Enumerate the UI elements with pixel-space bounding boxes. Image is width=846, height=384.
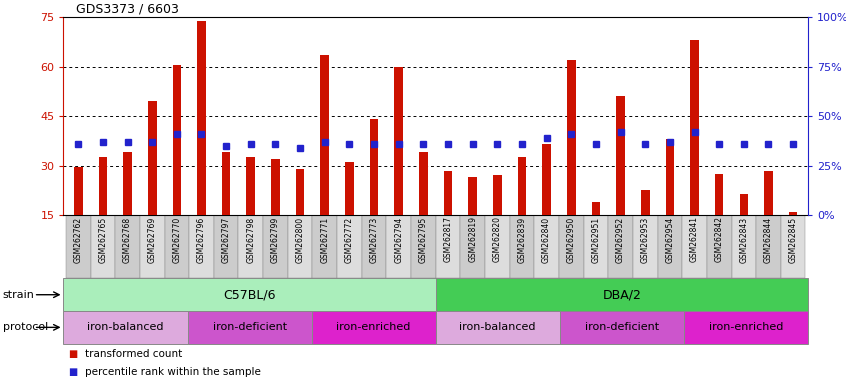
Text: transformed count: transformed count <box>85 349 182 359</box>
Text: iron-deficient: iron-deficient <box>585 322 659 333</box>
Bar <box>443 170 453 215</box>
Bar <box>173 65 181 215</box>
Bar <box>271 159 280 215</box>
Bar <box>148 101 157 215</box>
Bar <box>764 170 772 215</box>
Bar <box>246 157 255 215</box>
Bar <box>394 67 403 215</box>
Bar <box>419 152 428 215</box>
Bar <box>345 162 354 215</box>
Bar <box>188 311 311 344</box>
Bar <box>296 169 305 215</box>
Bar <box>591 202 601 215</box>
Text: percentile rank within the sample: percentile rank within the sample <box>85 367 261 377</box>
Bar <box>99 157 107 215</box>
Text: ■: ■ <box>68 349 77 359</box>
Bar <box>311 311 436 344</box>
Bar <box>222 152 230 215</box>
Bar <box>690 40 699 215</box>
Bar <box>63 311 188 344</box>
Bar <box>74 167 83 215</box>
Bar <box>436 311 560 344</box>
Bar <box>616 96 625 215</box>
Bar <box>436 278 808 311</box>
Bar <box>641 190 650 215</box>
Bar <box>715 174 723 215</box>
Bar <box>666 139 674 215</box>
Text: iron-deficient: iron-deficient <box>212 322 287 333</box>
Bar <box>560 311 684 344</box>
Text: iron-enriched: iron-enriched <box>337 322 411 333</box>
Bar <box>321 55 329 215</box>
Bar <box>739 194 748 215</box>
Text: iron-balanced: iron-balanced <box>459 322 536 333</box>
Bar <box>197 21 206 215</box>
Bar <box>542 144 551 215</box>
Bar <box>493 175 502 215</box>
Bar <box>63 278 436 311</box>
Bar <box>370 119 378 215</box>
Text: ■: ■ <box>68 367 77 377</box>
Text: iron-balanced: iron-balanced <box>87 322 164 333</box>
Text: iron-enriched: iron-enriched <box>709 322 783 333</box>
Bar <box>788 212 798 215</box>
Text: GDS3373 / 6603: GDS3373 / 6603 <box>76 2 179 15</box>
Bar <box>684 311 808 344</box>
Text: protocol: protocol <box>3 322 47 333</box>
Bar <box>124 152 132 215</box>
Bar <box>469 177 477 215</box>
Bar <box>567 60 575 215</box>
Text: strain: strain <box>3 290 35 300</box>
Text: DBA/2: DBA/2 <box>602 288 641 301</box>
Bar <box>518 157 526 215</box>
Text: C57BL/6: C57BL/6 <box>223 288 276 301</box>
